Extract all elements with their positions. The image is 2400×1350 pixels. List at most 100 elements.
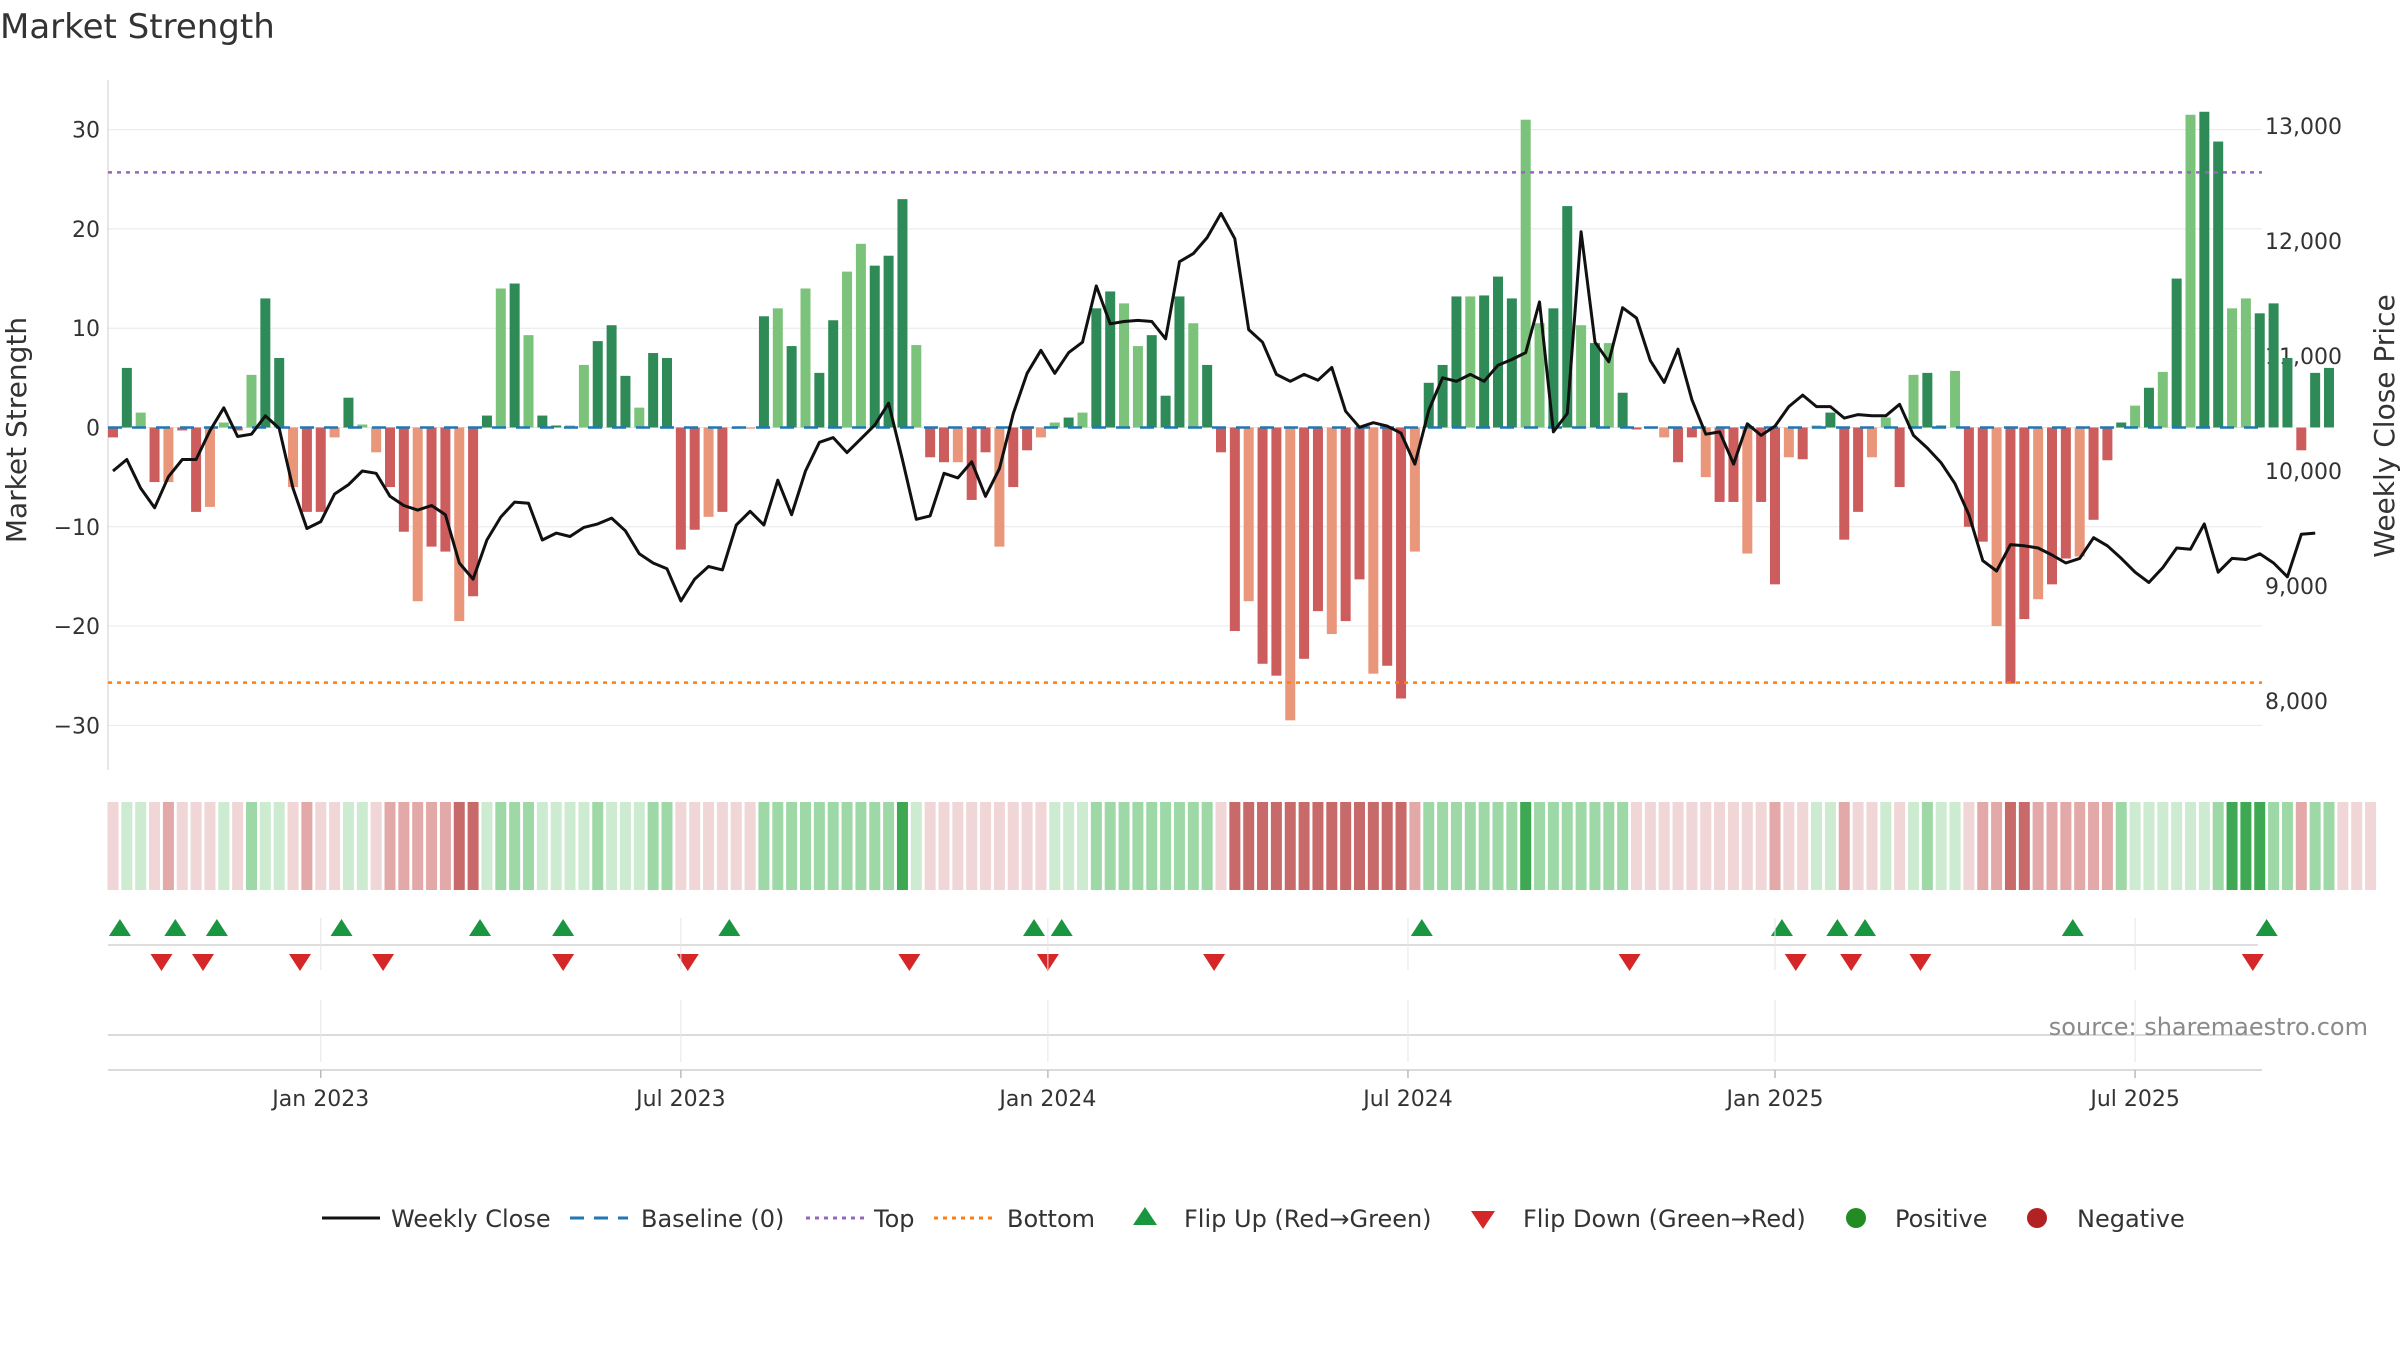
- strip-cell: [1464, 802, 1476, 890]
- left-tick-label: −20: [54, 615, 100, 640]
- strength-bar: [994, 427, 1005, 547]
- strip-cell: [1298, 802, 1310, 890]
- strength-bar: [357, 424, 368, 428]
- strip-cell: [1520, 802, 1532, 890]
- left-tick-label: 30: [72, 119, 100, 144]
- strip-cell: [1340, 802, 1352, 890]
- strip-cell: [2157, 802, 2169, 890]
- strip-cell: [412, 802, 424, 890]
- strength-bar: [814, 372, 825, 428]
- strip-cell: [384, 802, 396, 890]
- strip-cell: [869, 802, 881, 890]
- legend-positive-swatch: [1846, 1208, 1866, 1228]
- strip-cell: [2268, 802, 2280, 890]
- left-tick-label: 20: [72, 218, 100, 243]
- strip-cell: [1880, 802, 1892, 890]
- strip-cell: [1450, 802, 1462, 890]
- strip-cell: [162, 802, 174, 890]
- strength-bar: [204, 427, 215, 507]
- strip-cell: [301, 802, 313, 890]
- strength-bar: [1894, 427, 1905, 488]
- strip-cell: [1104, 802, 1116, 890]
- strength-bar: [191, 427, 202, 512]
- flip-down-marker: [676, 954, 699, 971]
- strength-bar: [1589, 343, 1600, 428]
- strip-cell: [1229, 802, 1241, 890]
- flip-down-marker: [192, 954, 215, 971]
- strip-cell: [1589, 802, 1601, 890]
- strength-bar: [1285, 427, 1296, 721]
- strength-bar: [800, 288, 811, 428]
- strip-cell: [1921, 802, 1933, 890]
- legend-negative-swatch: [2027, 1208, 2047, 1228]
- strip-cell: [1714, 802, 1726, 890]
- strength-bar: [1686, 427, 1697, 438]
- strip-cell: [1963, 802, 1975, 890]
- strength-bar: [592, 341, 603, 428]
- strength-bar: [1742, 427, 1753, 554]
- legend-top-label: Top: [873, 1205, 915, 1233]
- strip-cell: [1672, 802, 1684, 890]
- strip-cell: [813, 802, 825, 890]
- left-axis: 30 20 10 0 −10 −20 −30: [54, 80, 109, 770]
- flip-up-marker: [1410, 919, 1433, 936]
- strength-bar: [412, 427, 423, 602]
- strip-cell: [1561, 802, 1573, 890]
- strength-bar: [606, 325, 617, 428]
- strip-cell: [1949, 802, 1961, 890]
- strength-bar: [1714, 427, 1725, 502]
- strength-bar: [662, 357, 672, 428]
- right-tick-label: 13,000: [2265, 115, 2342, 140]
- strength-bar: [1977, 427, 1988, 542]
- strip-cell: [2240, 802, 2252, 890]
- strength-bar: [121, 367, 132, 428]
- strip-cell: [1811, 802, 1823, 890]
- chart-title: Market Strength: [0, 7, 275, 47]
- flip-up-marker: [552, 919, 575, 936]
- strip-cell: [1007, 802, 1019, 890]
- strength-bar: [855, 243, 866, 428]
- strip-cell: [1824, 802, 1836, 890]
- x-tick-label: Jul 2025: [2088, 1087, 2180, 1112]
- flip-down-marker: [150, 954, 173, 971]
- strength-bar: [1063, 417, 1074, 428]
- flip-up-marker: [205, 919, 228, 936]
- strip-cell: [1866, 802, 1878, 890]
- strength-bar: [1049, 422, 1060, 428]
- strip-cell: [938, 802, 950, 890]
- strip-cell: [1783, 802, 1795, 890]
- strength-bar: [2310, 372, 2321, 428]
- strip-cell: [1547, 802, 1559, 890]
- strip-cell: [703, 802, 715, 890]
- strip-cell: [523, 802, 534, 890]
- strength-bar: [1326, 427, 1337, 634]
- strength-bar: [440, 427, 451, 552]
- flip-up-marker: [330, 919, 353, 936]
- strength-bar: [1963, 427, 1974, 527]
- strip-cell: [1741, 802, 1753, 890]
- strength-bar: [1271, 427, 1282, 676]
- strength-bar: [1839, 427, 1850, 540]
- strip-cell: [1215, 802, 1227, 890]
- strength-bar: [232, 427, 243, 431]
- strip-cell: [1437, 802, 1449, 890]
- strength-bar: [925, 427, 936, 458]
- strip-cell: [426, 802, 438, 890]
- color-strip: [107, 802, 2377, 890]
- strip-cell: [2309, 802, 2321, 890]
- strength-bar: [772, 308, 783, 428]
- strip-cell: [439, 802, 451, 890]
- strength-bar: [454, 427, 465, 622]
- strength-bar: [1853, 427, 1864, 512]
- strip-cell: [273, 802, 285, 890]
- strip-cell: [772, 802, 784, 890]
- strip-cell: [1381, 802, 1393, 890]
- strength-bar: [1603, 343, 1614, 428]
- flip-up-marker: [2061, 919, 2084, 936]
- strip-cell: [2337, 802, 2349, 890]
- flip-down-marker: [288, 954, 311, 971]
- strip-cell: [2212, 802, 2224, 890]
- strength-bar: [1174, 296, 1185, 428]
- strength-bar: [523, 335, 534, 428]
- strip-cell: [356, 802, 368, 890]
